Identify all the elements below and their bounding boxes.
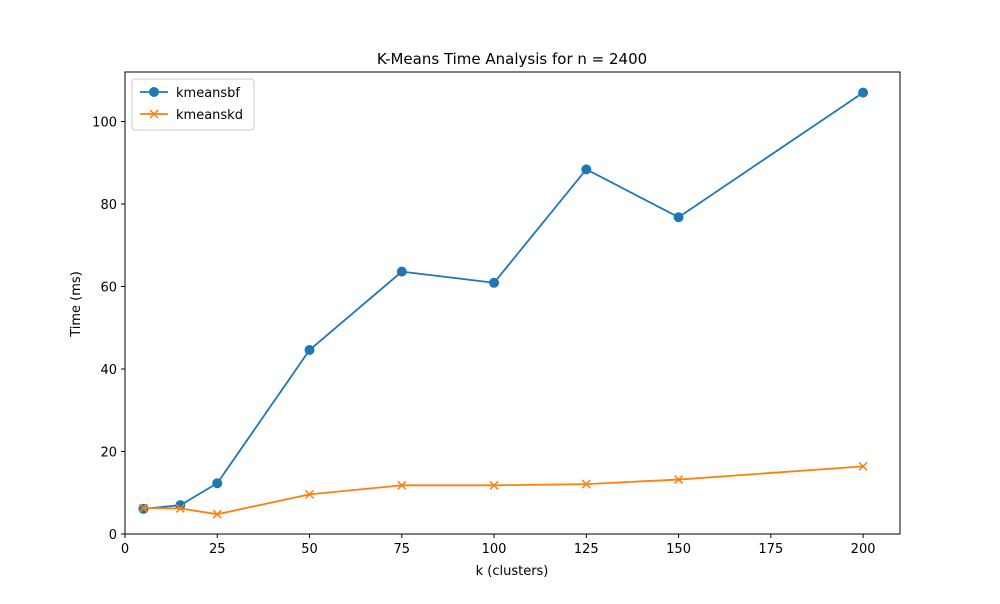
x-tick-label: 200 — [851, 542, 876, 557]
data-point-kmeanskd — [489, 480, 499, 490]
data-point-kmeanskd — [138, 503, 148, 513]
legend-item: kmeanskd — [140, 108, 243, 123]
data-point-kmeansbf — [858, 87, 869, 98]
x-axis-label: k (clusters) — [476, 564, 549, 579]
data-point-kmeanskd — [175, 503, 185, 513]
data-point-kmeansbf — [673, 212, 684, 223]
y-tick-label: 60 — [100, 281, 117, 296]
data-point-kmeanskd — [212, 509, 222, 519]
x-tick-label: 125 — [574, 542, 599, 557]
data-point-kmeanskd — [674, 475, 684, 485]
data-point-kmeansbf — [304, 345, 315, 356]
y-tick-label: 0 — [109, 528, 117, 543]
legend: kmeansbf kmeanskd — [131, 78, 255, 131]
x-marker-stroke — [304, 489, 315, 499]
y-axis-label: Time (ms) — [69, 271, 84, 338]
x-marker-stroke — [175, 503, 185, 513]
series-group — [138, 87, 869, 519]
x-tick-label: 75 — [394, 542, 411, 557]
x-marker-stroke — [489, 480, 499, 490]
x-tick-label: 50 — [301, 542, 318, 557]
x-marker-stroke — [138, 503, 148, 513]
legend-item: kmeansbf — [140, 86, 240, 101]
x-tick-label: 0 — [121, 542, 129, 557]
data-point-kmeansbf — [396, 266, 407, 277]
legend-label: kmeansbf — [176, 86, 240, 101]
x-tick-label: 175 — [758, 542, 783, 557]
legend-label: kmeanskd — [176, 108, 243, 123]
data-point-kmeansbf — [489, 277, 500, 288]
legend-marker — [149, 109, 159, 119]
x-tick-label: 100 — [482, 542, 507, 557]
data-point-kmeansbf — [175, 500, 186, 511]
x-marker-stroke — [858, 461, 868, 471]
x-tick-label: 150 — [666, 542, 691, 557]
x-marker-stroke — [581, 479, 591, 489]
x-tick-label: 25 — [209, 542, 226, 557]
data-point-kmeansbf — [581, 164, 592, 175]
plot-frame — [124, 71, 901, 535]
data-point-kmeanskd — [858, 461, 868, 471]
y-tick-label: 40 — [100, 363, 117, 378]
x-marker-stroke — [212, 509, 222, 519]
data-point-kmeanskd — [304, 489, 315, 499]
x-marker-stroke — [397, 480, 407, 490]
series-kmeanskd — [138, 461, 868, 519]
y-tick-label: 100 — [92, 116, 117, 131]
data-point-kmeanskd — [581, 479, 591, 489]
y-tick-label: 80 — [100, 198, 117, 213]
x-marker-stroke — [674, 475, 684, 485]
axes-group: 0 25 50 75 100 125 150 175 200 0 20 40 60 80 100 — [92, 71, 901, 557]
chart-title: K-Means Time Analysis for n = 2400 — [377, 50, 647, 68]
legend-marker — [149, 87, 159, 97]
y-tick-label: 20 — [100, 446, 117, 461]
data-point-kmeansbf — [212, 478, 223, 489]
x-marker-stroke — [149, 109, 159, 119]
data-point-kmeanskd — [397, 480, 407, 490]
